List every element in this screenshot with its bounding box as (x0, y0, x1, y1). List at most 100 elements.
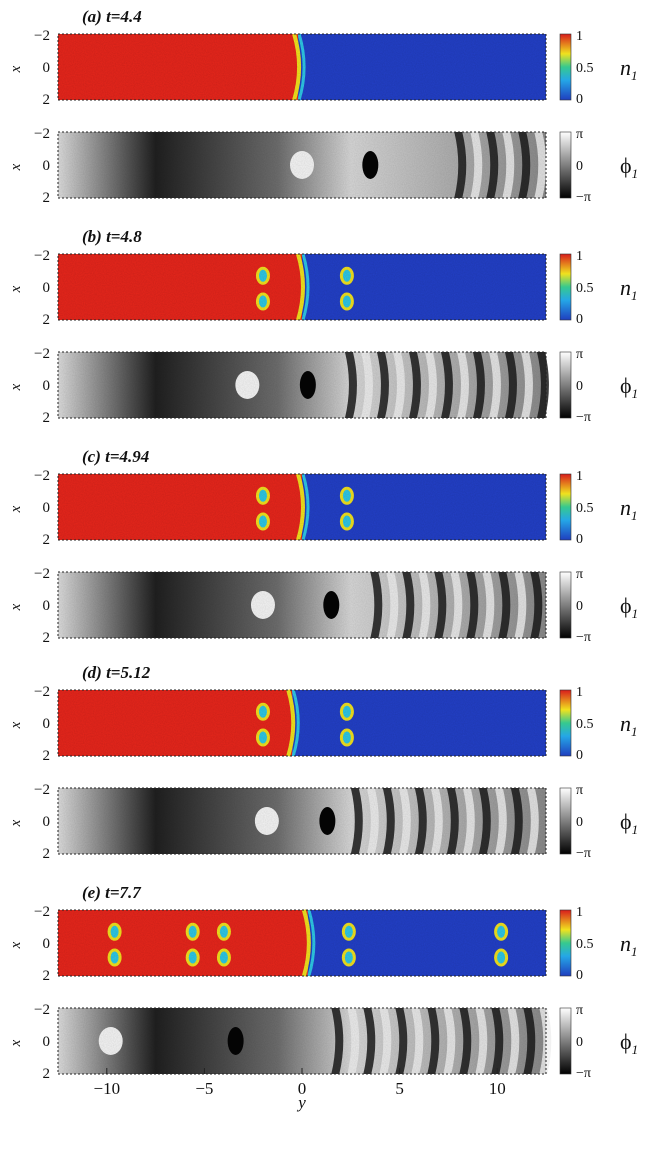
density-quantity-label: n1 (620, 55, 638, 83)
density-x-label: x (8, 65, 24, 73)
panel-label: (a) t=4.4 (82, 7, 142, 26)
phase-colorbar-tick: π (576, 127, 583, 142)
phase-panel-frame (57, 571, 547, 639)
panel-group: (d) t=5.12 −2 0 2 x 1 0.5 0 n1 −2 0 2 x π 0 −π ϕ1 (8, 663, 638, 862)
phase-x-tick: 0 (43, 158, 51, 174)
phase-x-tick: 0 (43, 814, 51, 830)
phase-colorbar-tick: −π (576, 846, 591, 861)
phase-colorbar (559, 787, 572, 855)
density-colorbar-tick: 1 (576, 685, 583, 700)
phase-colorbar-tick: 0 (576, 815, 583, 830)
phase-colorbar-tick: 0 (576, 379, 583, 394)
noise-overlay (58, 34, 546, 100)
density-x-tick: 0 (43, 716, 51, 732)
phase-x-tick: −2 (34, 566, 50, 582)
density-colorbar (559, 909, 572, 977)
phase-x-tick: 2 (43, 846, 51, 862)
phase-colorbar-tick: −π (576, 410, 591, 425)
density-panel-plot (57, 473, 547, 541)
y-axis: −10 −5 0 5 10 y (94, 1068, 506, 1112)
phase-panel-plot (57, 571, 547, 639)
phase-x-tick: 0 (43, 598, 51, 614)
density-panel-frame (57, 689, 547, 757)
phase-colorbar (559, 1007, 572, 1075)
phase-x-label: x (8, 819, 24, 827)
density-x-tick: 2 (43, 312, 51, 328)
phase-x-label: x (8, 163, 24, 171)
panel-group: (e) t=7.7 −2 0 2 x 1 0.5 0 n1 −2 0 2 x π 0 −π ϕ1 (8, 883, 638, 1082)
density-quantity-label: n1 (620, 711, 638, 739)
phase-colorbar (559, 351, 572, 419)
phase-quantity-label: ϕ1 (620, 809, 638, 837)
phase-colorbar-tick: −π (576, 190, 591, 205)
y-axis-tick: 0 (298, 1079, 307, 1098)
phase-quantity-label: ϕ1 (620, 373, 638, 401)
density-x-tick: 2 (43, 968, 51, 984)
noise-overlay (58, 132, 546, 198)
density-quantity-label: n1 (620, 931, 638, 959)
noise-overlay (58, 910, 546, 976)
phase-colorbar-tick: π (576, 783, 583, 798)
phase-x-tick: 0 (43, 1034, 51, 1050)
y-axis-tick: −5 (195, 1079, 213, 1098)
phase-quantity-label: ϕ1 (620, 593, 638, 621)
density-colorbar (559, 33, 572, 101)
panel-group: (c) t=4.94 −2 0 2 x 1 0.5 0 n1 −2 0 2 x π 0 −π ϕ1 (8, 447, 638, 646)
phase-panel-plot (57, 131, 547, 199)
phase-quantity-label: ϕ1 (620, 1029, 638, 1057)
density-colorbar-tick: 0.5 (576, 61, 594, 76)
density-colorbar-tick: 0 (576, 748, 583, 763)
density-x-label: x (8, 721, 24, 729)
density-panel-plot (57, 33, 547, 101)
density-colorbar (559, 689, 572, 757)
density-colorbar-tick: 1 (576, 469, 583, 484)
density-x-tick: −2 (34, 28, 50, 44)
phase-panel-frame (57, 787, 547, 855)
density-colorbar (559, 473, 572, 541)
y-axis-tick: 10 (489, 1079, 506, 1098)
phase-x-tick: 2 (43, 190, 51, 206)
phase-x-tick: −2 (34, 126, 50, 142)
density-x-tick: −2 (34, 684, 50, 700)
panel-label: (c) t=4.94 (82, 447, 149, 466)
panel-group: (a) t=4.4 −2 0 2 x 1 0.5 0 n1 −2 0 2 x π 0 −π ϕ1 (8, 7, 638, 206)
density-panel-plot (57, 253, 547, 321)
density-colorbar-tick: 0 (576, 312, 583, 327)
density-x-tick: 0 (43, 500, 51, 516)
phase-panel-plot (57, 787, 547, 855)
density-colorbar-tick: 0 (576, 968, 583, 983)
phase-panel-plot (57, 1007, 552, 1075)
phase-x-label: x (8, 383, 24, 391)
noise-overlay (58, 1008, 546, 1074)
density-quantity-label: n1 (620, 275, 638, 303)
density-colorbar-tick: 0.5 (576, 717, 594, 732)
phase-colorbar-tick: 0 (576, 1035, 583, 1050)
phase-colorbar (559, 571, 572, 639)
density-x-tick: 0 (43, 60, 51, 76)
phase-colorbar-tick: π (576, 1003, 583, 1018)
phase-colorbar-tick: −π (576, 1066, 591, 1081)
density-colorbar-tick: 0 (576, 92, 583, 107)
density-colorbar-tick: 0 (576, 532, 583, 547)
phase-panel-frame (57, 351, 547, 419)
density-colorbar-tick: 0.5 (576, 501, 594, 516)
density-x-tick: 2 (43, 748, 51, 764)
phase-x-tick: 2 (43, 1066, 51, 1082)
phase-x-tick: −2 (34, 782, 50, 798)
density-panel-frame (57, 473, 547, 541)
y-axis-label: y (296, 1093, 306, 1112)
panel-group: (b) t=4.8 −2 0 2 x 1 0.5 0 n1 −2 0 2 x π 0 −π ϕ1 (8, 227, 638, 426)
density-quantity-label: n1 (620, 495, 638, 523)
density-panel-plot (57, 909, 547, 977)
density-colorbar-tick: 0.5 (576, 281, 594, 296)
phase-x-tick: −2 (34, 1002, 50, 1018)
density-x-tick: −2 (34, 468, 50, 484)
noise-overlay (58, 690, 546, 756)
density-colorbar (559, 253, 572, 321)
phase-colorbar-tick: π (576, 347, 583, 362)
phase-x-tick: 2 (43, 630, 51, 646)
density-x-tick: 0 (43, 936, 51, 952)
panel-label: (d) t=5.12 (82, 663, 151, 682)
